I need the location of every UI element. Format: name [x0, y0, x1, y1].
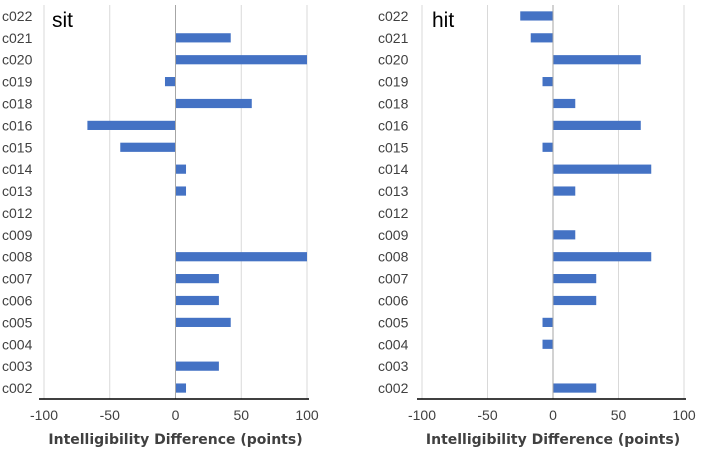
- category-label: c003: [378, 358, 409, 374]
- bar-c009: [553, 230, 576, 240]
- category-label: c016: [2, 117, 33, 133]
- category-label: c013: [2, 183, 33, 199]
- category-label: c006: [2, 293, 33, 309]
- category-label: c014: [2, 161, 33, 177]
- category-label: c008: [378, 249, 409, 265]
- x-tick-label: 50: [611, 407, 627, 423]
- bar-c021: [530, 33, 553, 43]
- category-label: c005: [378, 314, 409, 330]
- bar-c005: [542, 317, 553, 327]
- category-label: c012: [378, 205, 409, 221]
- bar-c019: [164, 77, 176, 87]
- category-label: c007: [2, 271, 33, 287]
- x-tick-label: -50: [100, 407, 120, 423]
- chart-panel-hit: c022 c021 c020 c019 c018 c016 c015 c014 c013 c012…: [378, 5, 696, 448]
- category-label: c006: [378, 293, 409, 309]
- category-label: c007: [378, 271, 409, 287]
- category-label: c004: [2, 336, 33, 352]
- chart-title: sit: [52, 9, 73, 32]
- bar-c006: [553, 295, 597, 306]
- bar-c022: [520, 11, 553, 21]
- chart-title: hit: [432, 9, 454, 32]
- x-tick-label: 100: [672, 407, 696, 423]
- bar-c014: [553, 164, 652, 174]
- x-tick-label: 50: [233, 407, 249, 423]
- category-label: c022: [378, 8, 409, 24]
- x-tick-label: 100: [295, 407, 319, 423]
- x-axis-title: Intelligibility Difference (points): [426, 432, 680, 448]
- bar-c003: [175, 361, 219, 371]
- x-tick-label: -100: [408, 407, 436, 423]
- category-label: c008: [2, 249, 33, 265]
- bar-c014: [175, 164, 187, 174]
- category-label: c013: [378, 183, 409, 199]
- category-label: c012: [2, 205, 33, 221]
- category-label: c021: [2, 30, 33, 46]
- bar-c020: [175, 55, 307, 65]
- bar-c020: [553, 55, 641, 65]
- category-label: c018: [2, 96, 33, 112]
- category-label: c020: [2, 52, 33, 68]
- bar-c007: [553, 274, 597, 284]
- bar-c013: [175, 186, 187, 196]
- x-axis-title: Intelligibility Difference (points): [48, 432, 302, 448]
- chart-panel-sit: c022 c021 c020 c019 c018 c016 c015 c014 c013 c012…: [2, 5, 319, 448]
- category-label: c009: [2, 227, 33, 243]
- bar-c018: [175, 98, 252, 109]
- bar-c018: [553, 98, 576, 109]
- x-tick-label: 0: [549, 407, 557, 423]
- category-label: c014: [378, 161, 409, 177]
- category-label: c016: [378, 117, 409, 133]
- bar-c021: [175, 33, 231, 43]
- category-label: c004: [378, 336, 409, 352]
- bar-c002: [175, 383, 187, 393]
- category-label: c003: [2, 358, 33, 374]
- x-tick-label: -100: [30, 407, 58, 423]
- category-label: c019: [2, 74, 33, 90]
- x-tick-label: -50: [477, 407, 497, 423]
- bar-c016: [87, 120, 176, 130]
- x-tick-label: 0: [172, 407, 180, 423]
- bar-c006: [175, 295, 219, 306]
- category-label: c005: [2, 314, 33, 330]
- category-label: c019: [378, 74, 409, 90]
- bar-c007: [175, 274, 219, 284]
- bar-c004: [542, 339, 553, 349]
- bar-c016: [553, 120, 641, 130]
- bar-c005: [175, 317, 231, 327]
- category-label: c020: [378, 52, 409, 68]
- category-label: c022: [2, 8, 33, 24]
- category-label: c002: [2, 380, 33, 396]
- category-label: c015: [2, 139, 33, 155]
- bar-c008: [553, 252, 652, 262]
- category-label: c009: [378, 227, 409, 243]
- bar-c013: [553, 186, 576, 196]
- bar-c002: [553, 383, 597, 393]
- bar-c015: [120, 142, 176, 152]
- bar-c008: [175, 252, 307, 262]
- category-label: c018: [378, 96, 409, 112]
- bar-c019: [542, 77, 553, 87]
- bar-c015: [542, 142, 553, 152]
- category-label: c015: [378, 139, 409, 155]
- category-label: c002: [378, 380, 409, 396]
- category-label: c021: [378, 30, 409, 46]
